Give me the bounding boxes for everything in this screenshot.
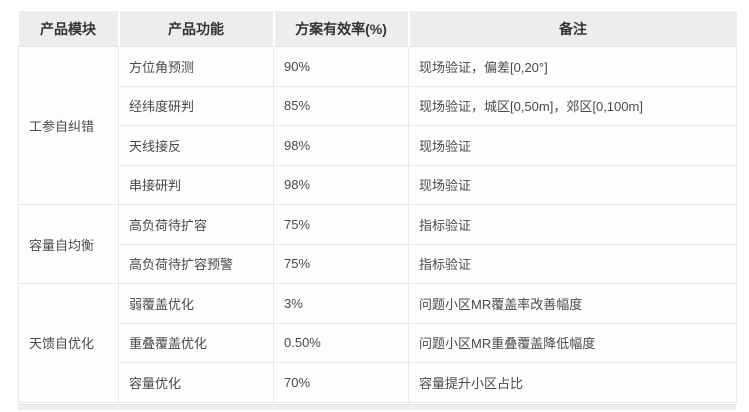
column-header-remarks: 备注 — [408, 11, 737, 47]
cell-function: 容量优化 — [118, 362, 274, 403]
column-header-product-function: 产品功能 — [118, 11, 275, 47]
header-row: 产品模块 产品功能 方案有效率(%) 备注 — [18, 11, 737, 47]
cell-function: 高负荷待扩容 — [118, 204, 274, 245]
table-row: 容量自均衡 高负荷待扩容 75% 指标验证 — [18, 204, 737, 284]
cell-note: 指标验证 — [408, 243, 737, 284]
cell-function: 经纬度研判 — [118, 85, 274, 126]
cell-note: 现场验证 — [408, 125, 737, 166]
effectiveness-table: 产品模块 产品功能 方案有效率(%) 备注 工参自纠错 方位角预测 90% 现场… — [18, 11, 737, 403]
table-row: 容量优化 70% 容量提升小区占比 — [19, 362, 737, 403]
table-row: 工参自纠错 方位角预测 90% 现场验证，偏差[0,20°] — [18, 46, 737, 205]
table-row: 天线接反 98% 现场验证 — [19, 125, 737, 166]
cell-rate: 70% — [273, 362, 409, 403]
cell-module: 容量自均衡 — [18, 204, 119, 284]
table-row: 经纬度研判 85% 现场验证，城区[0,50m]，郊区[0,100m] — [19, 85, 737, 126]
cell-rate: 3% — [273, 283, 409, 324]
cell-note: 问题小区MR覆盖率改善幅度 — [408, 283, 737, 324]
table-row: 高负荷待扩容预警 75% 指标验证 — [19, 243, 737, 284]
table-header: 产品模块 产品功能 方案有效率(%) 备注 — [18, 11, 737, 47]
cell-rate: 98% — [273, 164, 409, 205]
cell-function: 高负荷待扩容预警 — [118, 243, 274, 284]
cell-note: 指标验证 — [408, 204, 737, 245]
product-effectiveness-table: 产品模块 产品功能 方案有效率(%) 备注 工参自纠错 方位角预测 90% 现场… — [18, 11, 737, 403]
table-row: 串接研判 98% 现场验证 — [19, 164, 737, 205]
cell-module: 天馈自优化 — [18, 283, 119, 403]
cell-rate: 0.50% — [273, 322, 409, 363]
cell-function: 天线接反 — [118, 125, 274, 166]
table-row: 天馈自优化 弱覆盖优化 3% 问题小区MR覆盖率改善幅度 — [18, 283, 737, 403]
cell-note: 现场验证，偏差[0,20°] — [408, 46, 737, 87]
table-row: 重叠覆盖优化 0.50% 问题小区MR重叠覆盖降低幅度 — [19, 322, 737, 363]
cell-note: 容量提升小区占比 — [408, 362, 737, 403]
cell-rate: 75% — [273, 243, 409, 284]
column-header-product-module: 产品模块 — [18, 11, 120, 47]
bottom-divider-strip — [18, 404, 736, 410]
cell-function: 串接研判 — [118, 164, 274, 205]
cell-rate: 85% — [273, 85, 409, 126]
cell-rate: 90% — [273, 46, 409, 87]
cell-rate: 75% — [273, 204, 409, 245]
table-body: 工参自纠错 方位角预测 90% 现场验证，偏差[0,20°] 经纬度研判 85%… — [18, 46, 737, 403]
cell-note: 现场验证 — [408, 164, 737, 205]
column-header-effectiveness-rate: 方案有效率(%) — [273, 11, 410, 47]
cell-function: 重叠覆盖优化 — [118, 322, 274, 363]
cell-note: 现场验证，城区[0,50m]，郊区[0,100m] — [408, 85, 737, 126]
cell-rate: 98% — [273, 125, 409, 166]
cell-function: 弱覆盖优化 — [118, 283, 274, 324]
cell-function: 方位角预测 — [118, 46, 274, 87]
cell-note: 问题小区MR重叠覆盖降低幅度 — [408, 322, 737, 363]
cell-module: 工参自纠错 — [18, 46, 119, 205]
